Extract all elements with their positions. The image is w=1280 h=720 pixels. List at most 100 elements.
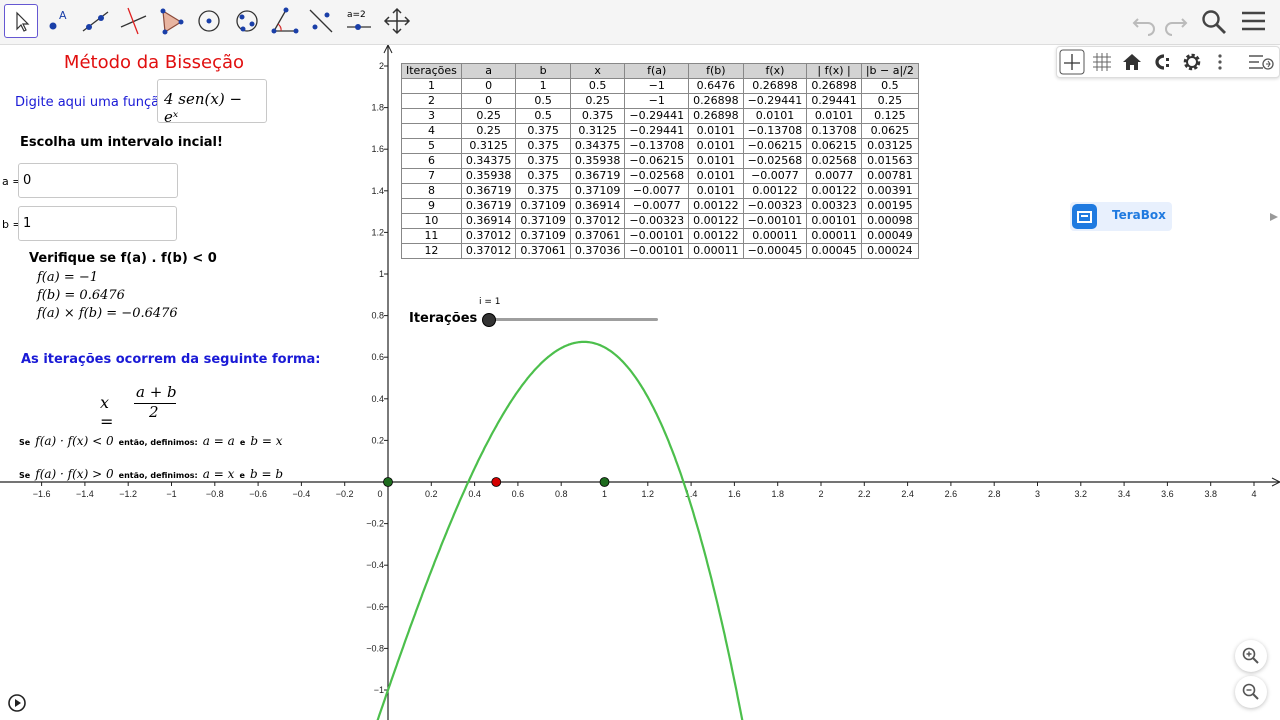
x-tick-label: −0.6: [249, 489, 267, 499]
search-icon[interactable]: [1200, 8, 1228, 36]
zoom-in-icon: [1242, 647, 1259, 664]
table-cell: 0.375: [515, 153, 571, 169]
table-cell: 0.00122: [806, 183, 862, 199]
point-capture-icon[interactable]: [1149, 49, 1175, 75]
point-x[interactable]: [491, 477, 502, 487]
function-input[interactable]: 4 sen(x) − eˣ: [157, 79, 267, 126]
table-header-cell: |b − a|/2: [860, 63, 919, 79]
table-row: 10 0.36914 0.37109 0.37012 −0.00323 0.00122 −0…: [401, 213, 919, 229]
table-cell: 0.26898: [742, 78, 808, 94]
move-graphics-tool[interactable]: [380, 4, 414, 38]
more-options-icon[interactable]: [1213, 49, 1227, 75]
table-cell: 0.0101: [806, 108, 862, 124]
line-icon: [82, 11, 109, 32]
polygon-tool[interactable]: [154, 4, 188, 38]
x-tick-label: 0: [377, 489, 382, 499]
slider-track[interactable]: [488, 318, 658, 321]
side-arrow-icon[interactable]: [1268, 212, 1280, 222]
menu-icon[interactable]: [1240, 8, 1268, 36]
terabox-badge[interactable]: TeraBox: [1070, 202, 1172, 231]
rule1-e: e: [239, 438, 246, 447]
x-tick-label: −1.6: [33, 489, 51, 499]
table-row: 4 0.25 0.375 0.3125 −0.29441 0.0101 −0.13708 0.…: [401, 123, 919, 139]
zoom-in-button[interactable]: [1235, 640, 1267, 672]
iterations-slider[interactable]: [482, 313, 658, 327]
table-cell: 0.375: [515, 138, 571, 154]
table-cell: 0.36719: [460, 183, 517, 199]
conic-tool[interactable]: [230, 4, 264, 38]
table-row: 11 0.37012 0.37109 0.37061 −0.00101 0.00122 0.…: [401, 228, 919, 244]
table-cell: 0.13708: [806, 123, 862, 139]
y-tick-label: 0.6: [371, 352, 384, 362]
table-cell: 0.00122: [688, 198, 744, 214]
table-header-cell: f(a): [624, 63, 690, 79]
table-cell: 0.37061: [515, 243, 571, 259]
function-curve[interactable]: [376, 340, 746, 720]
table-cell: 0.0101: [742, 108, 808, 124]
function-label: Digite aqui uma função:: [15, 95, 172, 110]
table-row: 6 0.34375 0.375 0.35938 −0.06215 0.0101 −0.025…: [401, 153, 919, 169]
move-arrows-icon: [383, 7, 411, 35]
style-bar-toggle-icon[interactable]: [1245, 49, 1275, 75]
move-tool[interactable]: [4, 4, 38, 38]
axes: [0, 45, 1280, 720]
x-tick-label: 0.2: [425, 489, 438, 499]
reflect-icon: [309, 9, 333, 33]
y-tick-label: 0.4: [371, 394, 384, 404]
undo-icon[interactable]: [1130, 8, 1158, 36]
redo-icon[interactable]: [1162, 8, 1190, 36]
perpendicular-tool[interactable]: [116, 4, 150, 38]
point-tool[interactable]: A: [40, 4, 74, 38]
graph-canvas[interactable]: −1.6 −1.4 −1.2 −1 −0.8 −0.6 −0.4 −0.2 0 0.2 0.4 0.6…: [0, 45, 1280, 720]
x-tick-label: 4: [1251, 489, 1256, 499]
gear-icon[interactable]: [1179, 49, 1205, 75]
y-axis-ticks: 2 1.8 1.6 1.4 1.2 1 0.8 0.6 0.4 0.2 −0.2 −0.4 −0.6 −0…: [366, 61, 388, 695]
table-cell: −0.00101: [624, 243, 690, 259]
grid-toggle-icon[interactable]: [1089, 49, 1115, 75]
rule2-condition: f(a) · f(x) > 0: [35, 467, 114, 481]
angle-tool[interactable]: [268, 4, 302, 38]
table-header-cell: Iterações: [401, 63, 462, 79]
slider-tool[interactable]: a=2: [342, 4, 376, 38]
x-tick-label: −1: [166, 489, 176, 499]
table-cell: 0.37012: [569, 213, 626, 229]
a-input[interactable]: 0: [18, 163, 178, 198]
table-cell: 0.0101: [688, 153, 744, 169]
x-tick-label: 1.4: [685, 489, 698, 499]
reflect-tool[interactable]: [304, 4, 338, 38]
zoom-out-button[interactable]: [1235, 676, 1267, 708]
table-cell: 0.00011: [742, 228, 808, 244]
table-cell: 0.03125: [860, 138, 919, 154]
formula-lhs: x =: [100, 393, 114, 431]
graphics-view[interactable]: −1.6 −1.4 −1.2 −1 −0.8 −0.6 −0.4 −0.2 0 0.2 0.4 0.6…: [0, 45, 1280, 720]
rule1-assign-b: b = x: [250, 434, 283, 448]
table-cell: −0.00101: [742, 213, 808, 229]
axes-toggle-icon[interactable]: [1059, 49, 1085, 75]
table-header-cell: a: [460, 63, 517, 79]
terabox-label: TeraBox: [1112, 208, 1166, 222]
home-icon[interactable]: [1119, 49, 1145, 75]
circle-tool[interactable]: [192, 4, 226, 38]
x-tick-label: −0.4: [293, 489, 311, 499]
rule-1: Se f(a) · f(x) < 0 então, definimos: a =…: [19, 430, 283, 449]
x-tick-label: 2: [818, 489, 823, 499]
play-icon[interactable]: [7, 693, 27, 713]
table-cell: 0.06215: [806, 138, 862, 154]
perpendicular-icon: [120, 7, 147, 35]
b-input[interactable]: 1: [18, 206, 177, 241]
y-tick-label: 2: [379, 61, 384, 71]
x-tick-label: 0.8: [555, 489, 568, 499]
slider-handle[interactable]: [482, 313, 496, 327]
x-tick-label: 2.6: [945, 489, 958, 499]
table-cell: 6: [401, 153, 462, 169]
table-cell: 0.125: [860, 108, 919, 124]
table-cell: 3: [401, 108, 462, 124]
table-cell: 0.6476: [688, 78, 744, 94]
point-b[interactable]: [599, 477, 610, 487]
table-row: 2 0 0.5 0.25 −1 0.26898 −0.29441 0.29441 0.25: [401, 93, 919, 109]
table-cell: 0.37012: [460, 243, 517, 259]
table-cell: 0.00122: [742, 183, 808, 199]
line-tool[interactable]: [78, 4, 112, 38]
table-cell: 0.00101: [806, 213, 862, 229]
point-a[interactable]: [383, 477, 393, 487]
